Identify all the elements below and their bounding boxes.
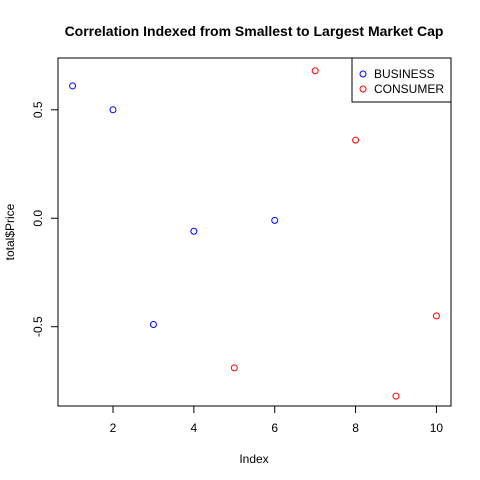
y-tick-label: 0.5 [31,101,45,118]
x-tick-label: 10 [430,421,444,435]
data-point-consumer [230,364,238,372]
legend-marker-business [359,70,367,78]
data-point-consumer [392,392,400,400]
data-point-business [271,216,279,224]
plot-frame [57,57,452,407]
legend-label-business: BUSINESS [374,67,435,81]
y-axis: -0.5 0.0 0.5 [31,101,58,337]
x-tick-label: 6 [271,421,278,435]
x-tick-label: 8 [352,421,359,435]
data-point-business [149,321,157,329]
x-tick-label: 4 [191,421,198,435]
legend-box [351,57,452,103]
data-point-consumer [352,136,360,144]
y-tick-label: 0.0 [31,210,45,227]
legend-marker-consumer [359,85,367,93]
x-axis-label: Index [239,452,268,466]
data-point-consumer [432,312,440,320]
data-points [69,67,440,400]
data-point-business [109,106,117,114]
y-tick-label: -0.5 [31,316,45,337]
chart-title: Correlation Indexed from Smallest to Lar… [65,23,444,39]
data-point-consumer [311,67,319,75]
data-point-business [69,82,77,90]
x-axis: 2 4 6 8 10 [110,406,444,435]
y-axis-label: total$Price [3,203,17,260]
legend-label-consumer: CONSUMER [374,82,444,96]
x-tick-label: 2 [110,421,117,435]
data-point-business [190,227,198,235]
